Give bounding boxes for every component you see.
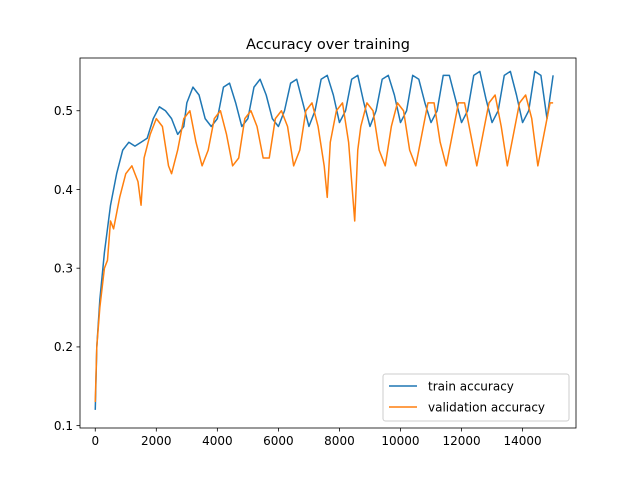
legend-label-1: validation accuracy (428, 401, 545, 415)
series-line-1 (94, 94, 554, 403)
y-tick-label: 0.5 (54, 104, 73, 118)
y-tick-label: 0.3 (54, 261, 73, 275)
legend-label-0: train accuracy (428, 380, 514, 394)
legend-box (382, 373, 570, 422)
x-tick-label: 10000 (381, 434, 419, 448)
y-tick-label: 0.1 (54, 419, 73, 433)
x-tick-label: 0 (91, 434, 99, 448)
legend: train accuracy validation accuracy (382, 373, 570, 422)
x-tick-label: 6000 (263, 434, 294, 448)
series-layer (94, 70, 554, 410)
x-tick-label: 8000 (324, 434, 355, 448)
y-tick-label: 0.2 (54, 340, 73, 354)
chart-title: Accuracy over training (246, 37, 410, 53)
x-tick-label: 12000 (442, 434, 480, 448)
axis-layer: 0 2000 4000 6000 8000 10000 12000 14000 0.1 0.2 0.… (54, 57, 577, 448)
series-line-0 (94, 70, 554, 410)
y-tick-label: 0.4 (54, 183, 73, 197)
x-tick-label: 2000 (141, 434, 172, 448)
x-tick-label: 4000 (202, 434, 233, 448)
axes-frame (79, 57, 577, 429)
x-tick-label: 14000 (503, 434, 541, 448)
